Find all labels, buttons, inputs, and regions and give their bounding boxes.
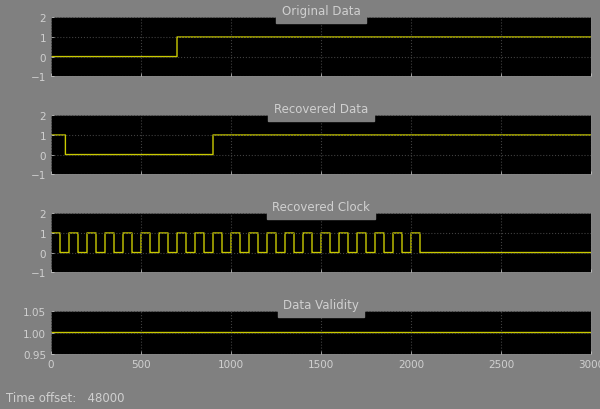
Title: Recovered Clock: Recovered Clock [272, 201, 370, 214]
Title: Data Validity: Data Validity [283, 299, 359, 312]
Title: Recovered Data: Recovered Data [274, 103, 368, 116]
Text: Time offset:   48000: Time offset: 48000 [6, 391, 125, 404]
Title: Original Data: Original Data [281, 5, 361, 18]
